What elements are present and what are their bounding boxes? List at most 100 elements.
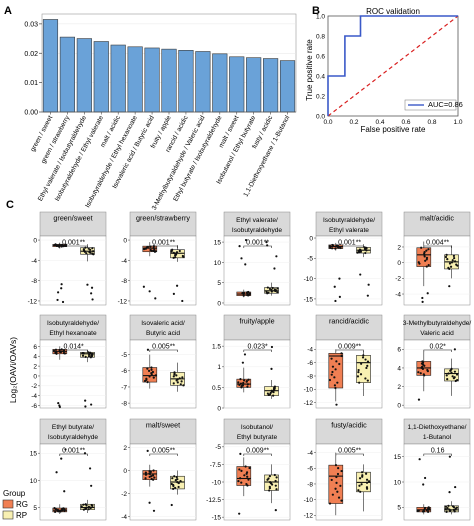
rp-point [266, 244, 269, 247]
rp-point [270, 345, 274, 349]
boxplot-ylabel: Log₂(OAVi/OAVs) [8, 337, 18, 403]
boxplot-strip [39, 418, 107, 445]
rp-point [448, 491, 451, 494]
rp-point [366, 379, 369, 382]
rg-point [329, 246, 332, 249]
rp-point [172, 251, 175, 254]
rp-point [447, 372, 450, 375]
rp-point [452, 508, 456, 512]
boxplot-strip [129, 418, 197, 445]
boxplot-ytick-label: -7.5 [210, 462, 222, 469]
roc-chart-b: ROC validation False positive rate True … [305, 7, 463, 134]
boxplot-ytick-label: 0 [397, 403, 401, 410]
rg-point [148, 470, 151, 473]
legend-swatch-rp [2, 510, 14, 520]
rp-point [454, 260, 457, 263]
significance-bracket [243, 453, 272, 456]
rp-point [270, 389, 273, 392]
rg-point [53, 506, 56, 510]
rg-point [419, 372, 422, 375]
boxplot-ytick-label: -4 [121, 258, 127, 265]
boxplot-ytick-label: -15 [212, 515, 222, 522]
rg-point [421, 365, 424, 368]
rg-point [335, 481, 338, 484]
rp-point [91, 298, 94, 301]
rg-point [334, 247, 337, 250]
rg-point [238, 383, 241, 386]
boxplot-ytick-label: -8 [307, 373, 313, 380]
boxplot-ytick-label: 0 [217, 300, 221, 307]
rp-point [365, 486, 369, 489]
significance-bracket [423, 453, 452, 456]
rg-point [240, 469, 243, 473]
rp-point [181, 376, 184, 379]
rp-point [451, 505, 455, 508]
rg-point [144, 247, 147, 250]
rg-point [244, 465, 247, 468]
rg-point [339, 246, 342, 250]
boxplot-ytick-label: -10 [304, 387, 314, 394]
boxplot-strip [223, 418, 291, 445]
p-value-label: 0.009** [246, 448, 269, 455]
boxplot-strip-title: Isobutyraldehyde [232, 227, 283, 234]
rp-point [87, 353, 91, 356]
rg-point [64, 448, 67, 451]
p-value-label: 0.001** [62, 240, 85, 247]
rp-point [367, 480, 371, 483]
boxplot-ytick-label: -7 [121, 384, 127, 391]
rp-point [361, 356, 365, 359]
boxplot-panel: 3-Methylbutyraldehyde/Valeric acid 6 4 2 0 0.… [397, 314, 471, 410]
rp-point [90, 403, 93, 406]
rp-point [172, 375, 175, 378]
rg-point [247, 290, 250, 294]
rg-point [426, 368, 429, 372]
rg-point [426, 292, 429, 295]
rp-point [88, 251, 91, 254]
boxplot-ytick-label: -4 [307, 347, 313, 354]
rp-point [274, 484, 277, 487]
rp-point [181, 299, 184, 303]
rg-point [333, 376, 336, 379]
rp-point [178, 377, 181, 380]
rp-point [178, 249, 181, 253]
rg-point [241, 361, 244, 364]
rg-point [422, 373, 425, 376]
rg-point [151, 474, 155, 477]
rg-point [417, 261, 420, 264]
boxplot-ytick-label: 5 [397, 505, 401, 512]
boxplot-ytick-label: -10 [304, 497, 314, 504]
boxplot-panel: Ethyl butyrate/Isobutyraldehyde 15 10 5 0.00… [30, 418, 107, 521]
rg-point [62, 349, 66, 352]
roc-xlabel: False positive rate [361, 125, 426, 134]
boxplot-frame [403, 339, 471, 409]
boxplot-strip-title: Isobutyraldehyde/ [323, 217, 375, 224]
boxplot-frame [315, 443, 383, 521]
rp-point [268, 485, 271, 488]
rg-point [334, 368, 337, 371]
rp-point [356, 375, 360, 378]
roc-xtick-label: 0.0 [323, 119, 332, 126]
roc-legend-box [404, 99, 457, 111]
boxplot-frame [223, 235, 291, 306]
boxplot-strip [403, 211, 471, 237]
boxplot-ytick-label: -12 [304, 400, 314, 407]
rg-point [331, 243, 334, 247]
rp-point [271, 286, 274, 290]
boxplot-strip-title: 1,1-Diethoxyethane/ [407, 424, 466, 431]
rp-point [449, 265, 453, 268]
rg-point [153, 476, 156, 479]
rp-point [364, 358, 367, 361]
rg-point [331, 370, 334, 374]
p-value-label: 0.005** [152, 344, 175, 351]
rp-point [80, 505, 83, 508]
rp-point [357, 368, 360, 372]
rp-point [274, 479, 277, 483]
rp-point [359, 273, 362, 276]
rg-point [328, 502, 332, 505]
rp-point [176, 480, 179, 484]
rp-point [82, 503, 85, 506]
boxplot-strip-title: fruity/apple [239, 317, 274, 326]
boxplot-ytick-label: 6 [33, 344, 37, 351]
rp-point [359, 490, 362, 493]
rg-point [52, 349, 56, 352]
